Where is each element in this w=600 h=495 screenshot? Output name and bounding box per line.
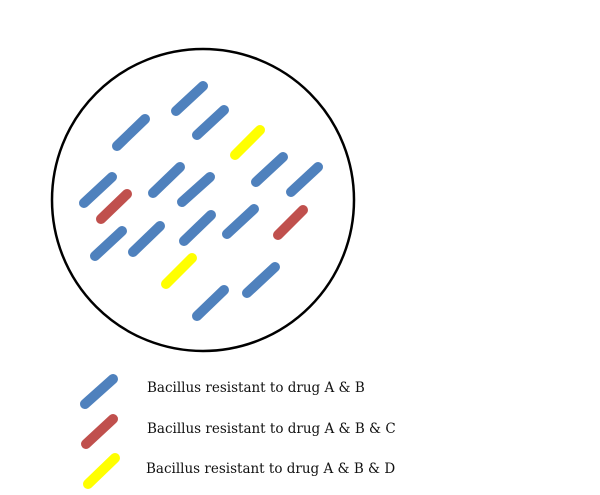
bacillus-blue [192, 105, 229, 140]
bacillus-yellow [161, 253, 197, 289]
bacillus-blue [112, 114, 150, 151]
bacillus-blue [251, 152, 288, 187]
legend-swatches [80, 374, 120, 489]
bacillus-blue [177, 172, 215, 207]
bacillus-blue [179, 210, 216, 246]
bacillus-blue [148, 162, 185, 198]
legend-label-blue: Bacillus resistant to drug A & B [147, 380, 365, 396]
bacillus-blue [286, 162, 323, 197]
petri-dish [50, 47, 356, 353]
bacillus-yellow [230, 125, 265, 160]
bacillus-blue [222, 204, 259, 239]
legend-swatch-blue [80, 374, 118, 409]
legend-swatch-yellow [83, 453, 120, 489]
bacillus-red [273, 205, 308, 240]
bacillus-blue [171, 81, 208, 116]
legend-swatch-red [81, 414, 118, 449]
bacillus-red [96, 189, 132, 224]
legend-label-red: Bacillus resistant to drug A & B & C [147, 421, 396, 437]
legend-label-yellow: Bacillus resistant to drug A & B & D [146, 461, 396, 477]
bacteria-group [79, 81, 323, 321]
bacillus-blue [242, 262, 280, 298]
bacillus-blue [192, 285, 229, 321]
bacillus-blue [128, 221, 165, 257]
bacillus-blue [90, 226, 127, 261]
bacillus-blue [79, 172, 117, 208]
